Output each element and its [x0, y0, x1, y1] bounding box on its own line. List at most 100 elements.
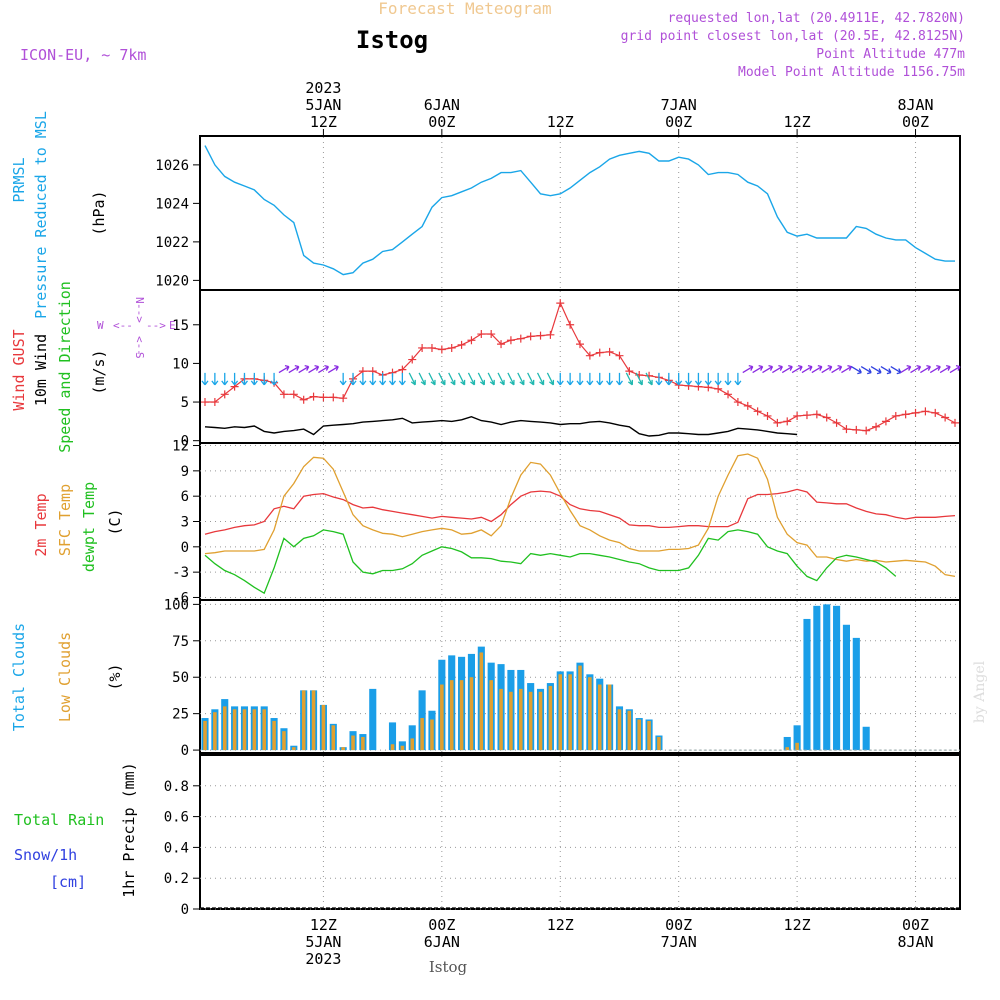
low-cloud-bar: [499, 688, 503, 751]
wind10m-line: [204, 415, 798, 437]
wind-direction-arrow: [685, 372, 693, 386]
low-cloud-bar: [637, 719, 641, 751]
wind-direction-arrow: [742, 364, 754, 374]
gust-marker: [427, 343, 436, 352]
total-cloud-label: Total Clouds: [10, 623, 28, 731]
pressure-ytick-label: 1024: [155, 196, 189, 212]
gust-marker: [802, 411, 811, 420]
wind-direction-arrow: [536, 372, 545, 386]
point-altitude: Point Altitude 477m: [816, 47, 965, 62]
wind-direction-arrow: [211, 372, 219, 386]
low-cloud-bar: [430, 719, 434, 751]
bottom-time-label: 12Z: [784, 916, 811, 934]
wind-direction-arrow: [841, 364, 853, 374]
wind-direction-arrow: [772, 364, 783, 374]
wind-direction-arrow: [487, 372, 495, 386]
gust-marker: [477, 330, 486, 339]
wind-direction-arrow: [369, 372, 377, 386]
wind-direction-arrow: [339, 372, 347, 386]
wind-direction-arrow: [929, 364, 941, 374]
gust-marker: [516, 334, 525, 343]
clouds-ytick-label: 50: [172, 670, 189, 686]
gust-marker: [289, 390, 298, 399]
bottom-time-label: 00Z: [428, 916, 455, 934]
wind-direction-arrow: [497, 372, 505, 386]
wind-direction-arrow: [762, 364, 774, 374]
station-title: Istog: [356, 26, 428, 54]
wind-direction-arrow: [801, 364, 813, 374]
wind-direction-arrow: [298, 364, 310, 374]
gust-marker: [210, 398, 219, 407]
wind-direction-arrow: [586, 372, 594, 386]
temp2m-label: 2m Temp: [32, 493, 50, 556]
temperature-ytick-label: -6: [172, 590, 189, 606]
top-time-label: 00Z: [902, 113, 929, 131]
wind-direction-arrow: [890, 366, 902, 375]
pressure-ytick-label: 1026: [155, 158, 189, 174]
temperature-ytick-label: 9: [181, 464, 189, 480]
low-cloud-bar: [440, 684, 444, 751]
gust-marker: [279, 390, 288, 399]
grid-lines: [200, 137, 960, 910]
clouds-ytick-label: 0: [181, 743, 189, 759]
total-cloud-bar: [823, 604, 831, 751]
low-cloud-bar: [469, 677, 474, 751]
grid-point-coords: grid point closest lon,lat (20.5E, 42.81…: [621, 29, 965, 44]
wind-direction-arrow: [821, 364, 833, 374]
wind-direction-arrow: [850, 366, 862, 375]
compass-w: W: [97, 319, 104, 332]
gust-marker: [911, 408, 920, 417]
clouds-ytick-label: 100: [164, 597, 189, 613]
top-time-label: 7JAN: [661, 96, 697, 114]
gust-marker: [862, 426, 871, 435]
temperature-ytick-label: 12: [172, 439, 189, 455]
wind-direction-arrow: [240, 372, 248, 386]
total-cloud-bar: [369, 688, 377, 751]
gust-marker: [852, 425, 861, 434]
wind-gust-label: Wind GUST: [10, 329, 28, 410]
compass-arrow-left: <--: [113, 319, 133, 332]
gust-marker: [743, 401, 752, 410]
gust-marker: [763, 411, 772, 420]
low-cloud-bar: [252, 709, 257, 751]
gust-marker: [822, 413, 831, 422]
bottom-time-label: 2023: [305, 950, 341, 968]
sfc-temp-line: [204, 453, 956, 578]
wind-direction-arrow: [318, 364, 330, 374]
bottom-time-label: 7JAN: [661, 933, 697, 951]
top-time-label: 12Z: [784, 113, 811, 131]
total-cloud-bar: [842, 624, 850, 751]
wind-direction-arrow: [811, 364, 823, 374]
total-rain-label: Total Rain: [14, 811, 104, 829]
low-cloud-label: Low Clouds: [56, 632, 74, 722]
wind-direction-arrow: [625, 372, 633, 386]
top-time-label: 8JAN: [897, 96, 933, 114]
wind-direction-arrow: [359, 372, 367, 386]
wind-direction-arrow: [327, 364, 339, 374]
gust-marker: [733, 398, 742, 407]
wind-direction-arrow: [734, 372, 742, 386]
wind-ytick-label: 0: [181, 434, 189, 450]
wind-direction-arrow: [665, 372, 673, 386]
main-title: Forecast Meteogram: [378, 0, 551, 18]
wind-direction-arrow: [860, 366, 872, 375]
gust-marker: [891, 411, 900, 420]
wind-direction-arrow: [606, 372, 614, 386]
model-label: ICON-EU, ~ 7km: [20, 46, 146, 64]
compass-n: N: [133, 297, 146, 304]
pressure-ytick-label: 1022: [155, 235, 189, 251]
top-time-label: 6JAN: [424, 96, 460, 114]
low-cloud-bar: [627, 710, 632, 751]
precip-ytick-label: 0: [181, 902, 189, 918]
low-cloud-bar: [222, 706, 227, 751]
wind-direction-arrow: [457, 372, 466, 386]
wind-direction-arrow: [694, 372, 702, 386]
gust-marker: [467, 336, 476, 345]
wind-direction-arrow: [477, 372, 485, 386]
wind-direction-arrow: [655, 372, 663, 386]
wind-direction-arrow: [831, 364, 843, 374]
wind-direction-arrow: [507, 372, 515, 386]
wind-direction-arrow: [270, 372, 278, 386]
wind-direction-arrow: [880, 366, 892, 375]
snow-unit-label: [cm]: [50, 873, 86, 891]
